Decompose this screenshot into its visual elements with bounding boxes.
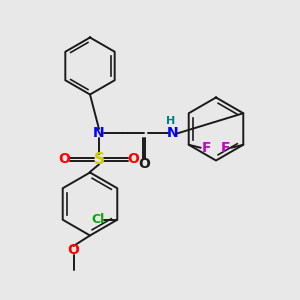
Text: O: O [68,244,80,257]
Text: O: O [138,157,150,170]
Text: Cl: Cl [91,213,104,226]
Text: N: N [167,127,178,140]
Text: F: F [220,141,230,155]
Text: N: N [93,127,105,140]
Text: F: F [202,141,211,155]
Text: S: S [94,152,104,166]
Text: H: H [167,116,176,126]
Text: O: O [128,152,140,166]
Text: O: O [58,152,70,166]
